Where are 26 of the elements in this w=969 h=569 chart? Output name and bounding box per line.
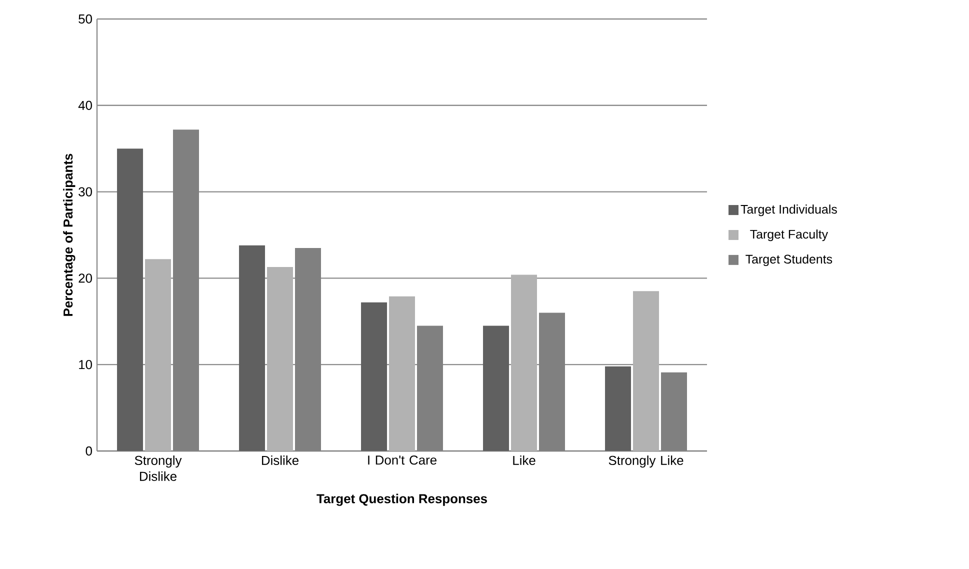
y-tick-label: 0 <box>86 446 92 456</box>
x-tick-label: Like <box>513 455 536 466</box>
legend-label: Target Individuals <box>740 204 837 216</box>
x-tick-label: I Don't Care <box>368 456 436 465</box>
bar <box>145 259 172 451</box>
y-tick-label: 30 <box>78 187 92 196</box>
x-tick-label: Strongly Dislike <box>134 455 182 481</box>
bar <box>483 326 510 451</box>
y-tick-label: 50 <box>78 14 92 24</box>
y-tick-label: 40 <box>78 100 92 110</box>
bar <box>361 302 388 451</box>
bar <box>389 296 416 451</box>
bar <box>605 366 632 451</box>
y-axis-title: Percentage of Participants <box>63 154 76 316</box>
x-tick-label: Dislike <box>262 455 298 466</box>
bar <box>633 291 660 451</box>
y-tick-label: 20 <box>78 274 92 283</box>
legend-label: Target Students <box>746 254 832 266</box>
legend-label: Target Faculty <box>750 229 828 242</box>
x-axis-title: Target Question Responses <box>316 494 487 506</box>
bar <box>267 266 294 451</box>
bar <box>239 245 266 451</box>
y-tick-label: 10 <box>79 360 92 370</box>
bar <box>117 148 144 451</box>
x-tick-label: Strongly Like <box>608 455 684 468</box>
bar <box>511 274 538 451</box>
